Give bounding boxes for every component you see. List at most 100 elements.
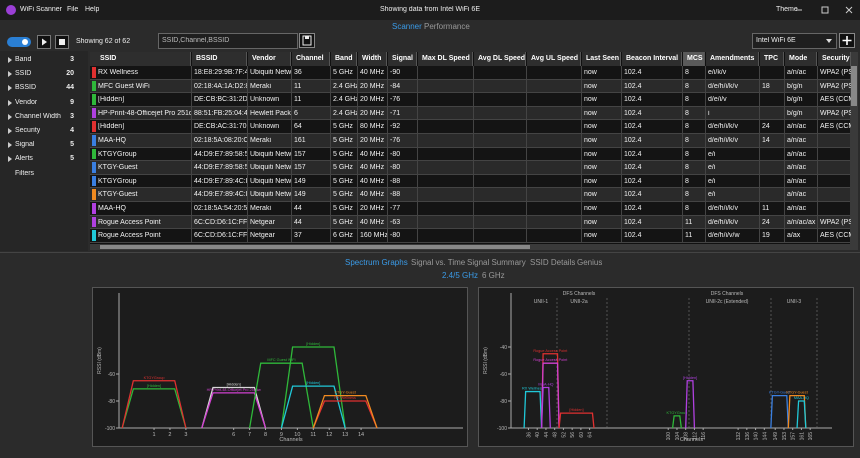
graph-tab[interactable]: SSID Details <box>530 258 576 267</box>
spectrum-trace <box>201 386 267 429</box>
filter-label[interactable]: Vendor <box>15 98 38 106</box>
table-cell: 6 GHz <box>333 232 353 240</box>
filter-label[interactable]: Band <box>15 56 32 63</box>
column-header[interactable]: Security <box>818 52 851 66</box>
band-region-label: DFS Channels <box>711 291 744 297</box>
table-cell: 11 <box>685 218 693 226</box>
view-tab[interactable]: Scanner <box>392 22 422 31</box>
column-header[interactable]: SSID <box>90 52 191 66</box>
band-tab[interactable]: 6 GHz <box>482 271 505 280</box>
toggle-switch[interactable] <box>7 37 31 47</box>
graph-tab[interactable]: Signal Summary <box>467 258 526 267</box>
column-header[interactable]: Signal <box>388 52 417 66</box>
spectrum-trace <box>201 392 267 429</box>
x-tick-label: 108 <box>684 432 690 441</box>
graph-tab[interactable]: Signal vs. Time <box>411 258 466 267</box>
filter-label[interactable]: Channel Width <box>15 112 61 120</box>
view-tab[interactable]: Performance <box>424 22 470 31</box>
table-cell: 5 GHz <box>333 123 353 131</box>
window-controls[interactable] <box>778 4 858 16</box>
table-row[interactable] <box>90 147 850 162</box>
column-header[interactable]: Mode <box>785 52 817 66</box>
table-row[interactable] <box>90 161 850 175</box>
table-cell: now <box>584 218 597 226</box>
column-header[interactable]: Band <box>331 52 357 66</box>
trace-label: KTGYGroup <box>667 411 688 415</box>
table-row[interactable] <box>90 93 850 107</box>
table-cell: 2.4 GHz <box>333 109 357 117</box>
filter-label[interactable]: SSID <box>15 70 32 78</box>
play-stop-buttons[interactable] <box>37 35 71 49</box>
trace-label: HP-Print-48-Officejet Pro 251dw <box>207 388 261 392</box>
table-cell: MFC Guest WiFi <box>98 82 150 90</box>
horizontal-scrollbar[interactable] <box>90 244 850 250</box>
column-header[interactable]: Amendments <box>706 52 759 66</box>
sidebar <box>0 51 88 251</box>
table-row[interactable] <box>90 79 850 94</box>
spectrum-trace <box>540 386 551 429</box>
column-header[interactable]: TPC <box>760 52 784 66</box>
menu-item[interactable]: Help <box>85 6 100 13</box>
vertical-scrollbar[interactable] <box>850 52 858 250</box>
table-row[interactable] <box>90 215 850 230</box>
column-header[interactable]: Width <box>358 52 387 66</box>
search-text[interactable]: SSID,Channel,BSSID <box>162 37 230 44</box>
x-tick-label: 157 <box>791 432 797 441</box>
table-row[interactable] <box>90 66 850 80</box>
search-box[interactable] <box>158 33 298 49</box>
save-button[interactable] <box>299 33 315 48</box>
adapter-text[interactable]: Intel WiFi 6E <box>756 37 796 44</box>
table-cell: 157 <box>294 150 306 158</box>
x-tick-label: 165 <box>808 432 814 441</box>
x-tick-label: 100 <box>666 432 672 441</box>
adapter-dropdown[interactable] <box>752 33 837 49</box>
column-header[interactable]: Avg DL Speed <box>474 52 526 66</box>
table-row[interactable] <box>90 188 850 202</box>
filter-label[interactable]: BSSID <box>15 84 37 92</box>
filter-label[interactable]: Security <box>15 127 41 134</box>
table-cell: 44:D9:E7:89:4C:D0 <box>194 191 247 199</box>
column-header[interactable]: Max DL Speed <box>418 52 473 66</box>
table-cell: KTGYGroup <box>98 177 137 185</box>
table-cell: -80 <box>390 150 401 158</box>
table-row[interactable] <box>90 134 850 148</box>
table-cell: MAA-HQ <box>98 205 126 212</box>
filter-label[interactable]: Signal <box>15 141 35 149</box>
add-button[interactable] <box>839 33 855 48</box>
theme-menu[interactable]: Theme <box>776 6 798 13</box>
table-cell: KTGY-Guest <box>98 191 138 199</box>
y-tick-label: -100 <box>497 426 507 432</box>
column-header[interactable]: Vendor <box>248 52 291 66</box>
table-cell: 80 MHz <box>360 123 385 131</box>
menu-item[interactable]: File <box>67 6 79 13</box>
column-header[interactable]: Beacon Interval <box>622 52 682 66</box>
table-cell: AES (CCM) <box>820 232 851 240</box>
filters-button[interactable]: Filters <box>15 169 35 177</box>
table-row[interactable] <box>90 174 850 189</box>
filter-label[interactable]: Alerts <box>15 155 33 163</box>
graph-tab[interactable]: Spectrum Graphs <box>345 258 408 267</box>
tab-bar <box>0 20 860 33</box>
table-cell: b/g/n <box>787 109 803 117</box>
table-cell: Meraki <box>250 137 272 144</box>
column-header[interactable]: BSSID <box>192 52 247 66</box>
column-header[interactable]: Last Seen <box>582 52 621 66</box>
trace-label: Rogue Access Point <box>533 358 568 362</box>
band-tab[interactable]: 2.4/5 GHz <box>442 271 479 280</box>
row-color-tag <box>92 230 96 241</box>
x-tick-label: 136 <box>745 432 751 441</box>
column-divider <box>581 66 582 243</box>
table-cell: WPA2 (PSK) <box>820 218 851 226</box>
column-header[interactable]: Avg UL Speed <box>527 52 581 66</box>
table-row[interactable] <box>90 229 850 243</box>
table-row[interactable] <box>90 106 850 121</box>
table-row[interactable] <box>90 202 850 216</box>
x-tick-label: 13 <box>342 432 348 438</box>
graph-tab[interactable]: Genius <box>577 258 603 267</box>
table-cell: now <box>584 150 597 158</box>
table-row[interactable] <box>90 120 850 134</box>
table-cell: 8 <box>685 164 689 172</box>
column-header[interactable]: Channel <box>292 52 330 66</box>
table-cell: Meraki <box>250 205 272 212</box>
column-header[interactable]: MCS <box>683 52 705 66</box>
